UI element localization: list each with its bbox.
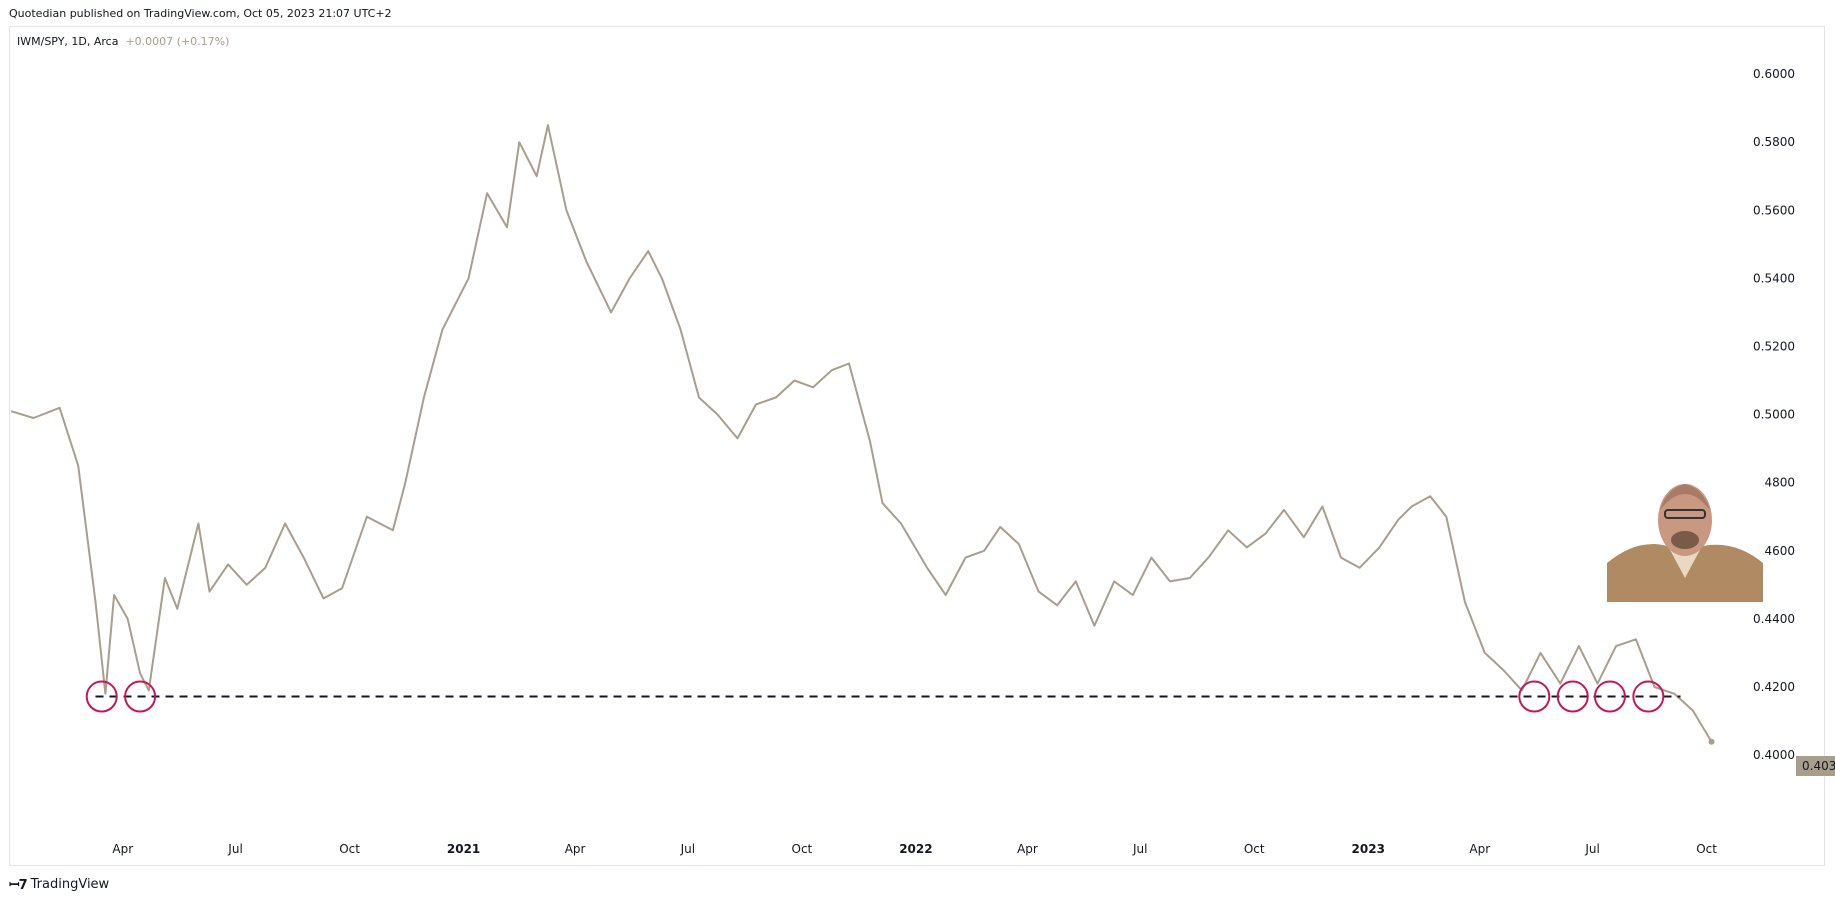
y-tick-label: 0.4000 [1753,748,1795,762]
x-tick-label: Oct [792,842,813,856]
chart-frame [9,26,1825,866]
support-touch-circle [1632,680,1665,713]
support-touch-circle [1556,680,1589,713]
support-touch-circle [1518,680,1551,713]
footer: ꟷ7 TradingView [9,875,110,894]
y-tick-label: 0.5800 [1753,135,1795,149]
y-tick-label: 0.5000 [1753,408,1795,422]
y-tick-label: 0.4600 [1753,544,1795,558]
x-tick-label: 2021 [447,842,480,856]
support-touch-circle [85,680,118,713]
x-tick-label: Oct [339,842,360,856]
x-tick-label: Apr [1017,842,1038,856]
y-tick-label: 0.5200 [1753,339,1795,353]
y-tick-label: 0.6000 [1753,67,1795,81]
x-tick-label: Jul [1132,842,1147,856]
x-tick-label: Jul [680,842,695,856]
x-tick-label: Oct [1244,842,1265,856]
chart-legend: IWM/SPY, 1D, Arca +0.0007 (+0.17%) [17,35,229,48]
published-line: Quotedian published on TradingView.com, … [9,7,392,20]
price-line [10,124,1713,743]
x-tick-label: Oct [1696,842,1717,856]
tradingview-logo-icon: ꟷ7 [9,878,28,893]
x-tick-label: Apr [112,842,133,856]
y-tick-label: 0.4200 [1753,680,1795,694]
legend-symbol: IWM/SPY, 1D, Arca [17,35,119,48]
x-tick-label: 2023 [1352,842,1385,856]
last-price-label: 0.4039 [1796,756,1835,776]
last-price-dot [1708,738,1715,745]
x-tick-label: 2022 [899,842,932,856]
x-tick-label: Apr [1469,842,1490,856]
y-tick-label: 0.5600 [1753,203,1795,217]
y-tick-label: 0.4800 [1753,476,1795,490]
x-tick-label: Jul [227,842,242,856]
x-tick-label: Jul [1584,842,1599,856]
y-tick-label: 0.5400 [1753,271,1795,285]
portrait-image [1607,468,1763,602]
x-tick-label: Apr [565,842,586,856]
support-touch-circle [124,680,157,713]
support-touch-circle [1593,680,1626,713]
footer-brand[interactable]: TradingView [30,876,110,892]
legend-change: +0.0007 (+0.17%) [125,35,230,48]
y-tick-label: 0.4400 [1753,612,1795,626]
